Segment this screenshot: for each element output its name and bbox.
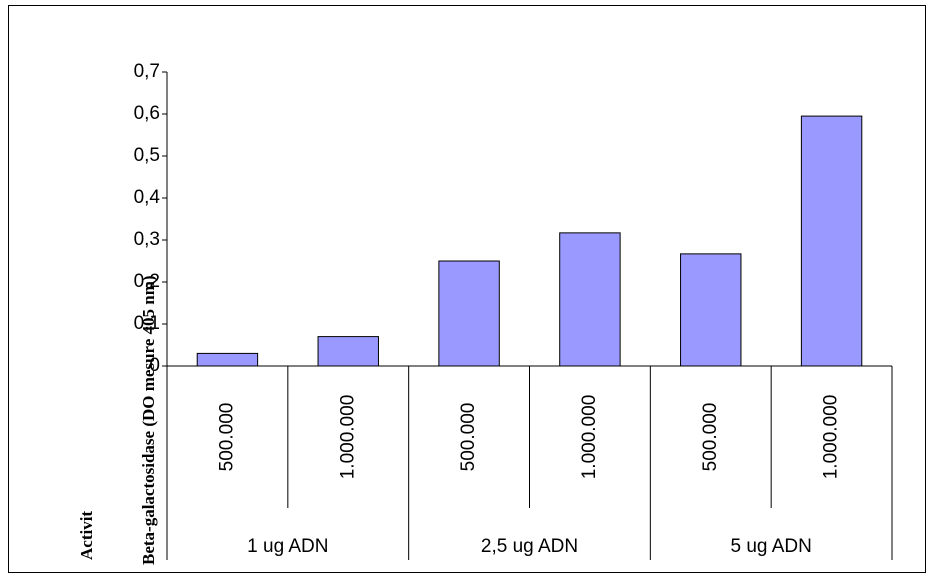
- y-tick-label: 0,1: [134, 313, 160, 334]
- y-axis-label: Activit: [77, 511, 96, 560]
- x-tick-label: 500.000: [700, 403, 721, 472]
- bar: [317, 336, 379, 367]
- y-tick-label: 0,4: [134, 187, 161, 208]
- y-tick-label: 0: [149, 355, 160, 376]
- y-tick-label: 0,7: [134, 61, 160, 82]
- x-tick-label: 1.000.000: [579, 395, 600, 480]
- x-tick-label: 500.000: [216, 403, 237, 472]
- x-tick-label: 1.000.000: [821, 395, 842, 480]
- bar: [196, 352, 259, 367]
- group-label: 2,5 ug ADN: [481, 536, 578, 557]
- bar: [800, 115, 863, 367]
- x-tick-label: 500.000: [458, 403, 479, 472]
- x-tick-label: 1.000.000: [337, 395, 358, 480]
- group-label: 1 ug ADN: [247, 536, 328, 557]
- y-tick-label: 0,5: [134, 145, 160, 166]
- group-label: 5 ug ADN: [731, 536, 812, 557]
- y-tick-label: 0,2: [134, 271, 160, 292]
- y-tick-label: 0,6: [134, 103, 160, 124]
- y-tick-label: 0,3: [134, 229, 160, 250]
- bar: [680, 253, 742, 367]
- bar: [559, 232, 621, 367]
- bar: [438, 260, 500, 367]
- y-axis-label: Beta-galactosidase (DO mesure 405 nm): [139, 275, 158, 565]
